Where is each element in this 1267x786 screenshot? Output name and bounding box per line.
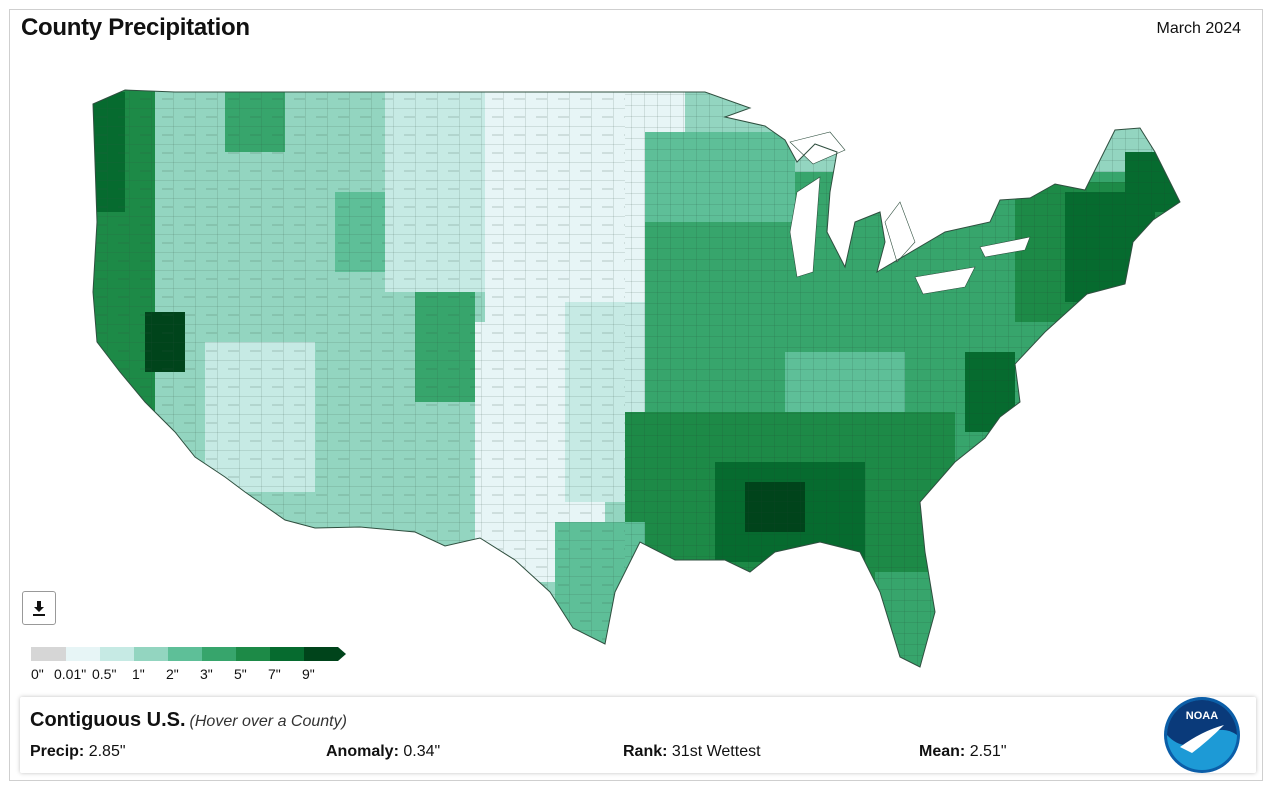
legend-label-1: 0.01" [54, 666, 87, 682]
legend-swatch-4 [168, 647, 202, 661]
us-county-map[interactable] [85, 72, 1195, 677]
stat-anomaly: Anomaly: 0.34" [326, 743, 440, 761]
legend-label-0: 0" [31, 666, 44, 682]
noaa-logo-text: NOAA [1186, 710, 1218, 722]
stat-anomaly-label: Anomaly: [326, 743, 399, 760]
legend-swatch-3 [134, 647, 168, 661]
stat-rank-value: 31st Wettest [671, 743, 761, 760]
stat-mean: Mean: 2.51" [919, 743, 1007, 761]
info-hint: (Hover over a County) [189, 713, 347, 730]
stat-precip: Precip: 2.85" [30, 743, 126, 761]
download-button[interactable] [22, 591, 56, 625]
legend-swatch-6 [236, 647, 270, 661]
stat-rank: Rank: 31st Wettest [623, 743, 761, 761]
legend-swatch-7 [270, 647, 304, 661]
info-region: Contiguous U.S. (Hover over a County) [30, 709, 347, 732]
download-icon [33, 601, 45, 616]
stat-precip-label: Precip: [30, 743, 85, 760]
legend-swatch-8 [304, 647, 346, 661]
legend-swatch-0 [31, 647, 66, 661]
legend-swatch-2 [100, 647, 134, 661]
legend-swatch-1 [66, 647, 100, 661]
legend-label-2: 0.5" [92, 666, 117, 682]
legend-label-5: 3" [200, 666, 213, 682]
stat-rank-label: Rank: [623, 743, 668, 760]
legend-label-7: 7" [268, 666, 281, 682]
stat-mean-label: Mean: [919, 743, 966, 760]
noaa-logo[interactable]: NOAA [1162, 695, 1242, 775]
info-panel: Contiguous U.S. (Hover over a County) Pre… [20, 697, 1256, 773]
legend-label-3: 1" [132, 666, 145, 682]
legend-label-8: 9" [302, 666, 315, 682]
legend: 0" 0.01" 0.5" 1" 2" 3" 5" 7" 9" [31, 647, 351, 687]
date-label: March 2024 [1156, 20, 1242, 37]
page-title: County Precipitation [21, 14, 250, 41]
legend-label-6: 5" [234, 666, 247, 682]
legend-swatch-5 [202, 647, 236, 661]
info-region-name: Contiguous U.S. [30, 709, 186, 731]
stat-anomaly-value: 0.34" [403, 743, 441, 760]
stat-precip-value: 2.85" [88, 743, 126, 760]
stat-mean-value: 2.51" [969, 743, 1007, 760]
legend-label-4: 2" [166, 666, 179, 682]
